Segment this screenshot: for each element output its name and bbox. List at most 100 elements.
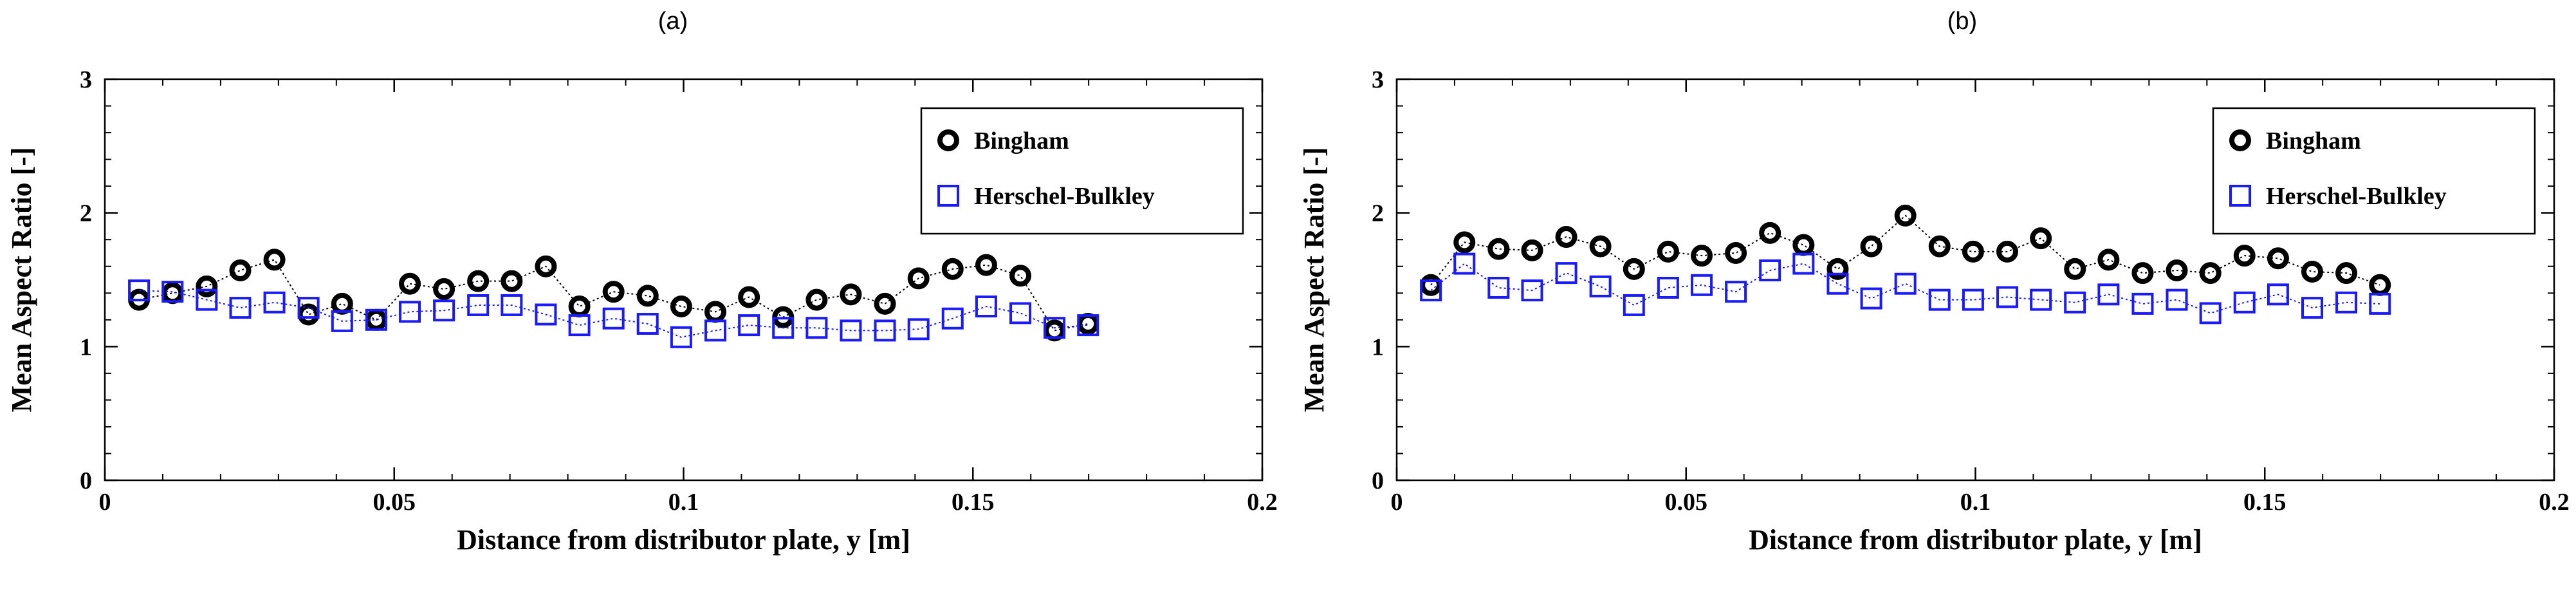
- data-point: [1894, 204, 1917, 227]
- data-point: [1759, 221, 1781, 244]
- data-point: [602, 307, 625, 330]
- data-point: [840, 283, 862, 306]
- data-point: [670, 326, 692, 348]
- data-point: [941, 258, 964, 280]
- data-point: [1725, 281, 1747, 303]
- data-point: [1792, 234, 1815, 256]
- legend-box: [2212, 107, 2536, 235]
- data-point: [297, 303, 320, 326]
- data-point: [1420, 274, 1442, 296]
- data-point: [1759, 259, 1781, 281]
- data-point: [874, 292, 896, 315]
- series-herschel-bulkley: [1420, 252, 2391, 324]
- data-point: [501, 294, 523, 316]
- data-point: [1962, 288, 1984, 311]
- y-tick-label: 3: [1372, 66, 1384, 93]
- data-point: [399, 301, 421, 323]
- x-tick-label: 0: [1391, 489, 1403, 516]
- data-point: [196, 275, 218, 297]
- data-point: [365, 308, 387, 331]
- data-point: [331, 292, 353, 315]
- data-point: [1657, 276, 1679, 299]
- data-point: [1860, 287, 1882, 310]
- data-point: [263, 249, 286, 271]
- legend: Bingham Herschel-Bulkley: [2212, 107, 2536, 235]
- data-point: [2369, 292, 2391, 315]
- data-point: [1860, 235, 1882, 258]
- data-point: [196, 288, 218, 311]
- data-point: [1826, 258, 1849, 280]
- data-point: [297, 297, 320, 319]
- chart-panel: (a) 0 0.05 0.1 0.15 0.2 0 1 2 3 Distance from dist…: [6, 8, 1278, 556]
- y-tick-label: 2: [1372, 200, 1384, 227]
- data-point: [1826, 272, 1849, 295]
- data-point: [433, 278, 455, 301]
- data-point: [568, 314, 591, 337]
- x-tick-label: 0.2: [1247, 489, 1278, 516]
- data-point: [263, 291, 286, 314]
- data-point: [874, 319, 896, 342]
- legend: Bingham Herschel-Bulkley: [920, 107, 1244, 235]
- data-point: [161, 281, 184, 303]
- y-tick-label: 3: [80, 66, 92, 93]
- legend-label: Herschel-Bulkley: [2266, 183, 2447, 210]
- panel-label: (a): [658, 8, 688, 35]
- x-axis-label: Distance from distributor plate, y [m]: [457, 524, 910, 556]
- data-point: [2131, 262, 2154, 285]
- x-tick-label: 0.05: [1665, 489, 1708, 516]
- x-tick-label: 0: [99, 489, 111, 516]
- legend-box: [920, 107, 1244, 235]
- data-point: [331, 310, 353, 332]
- data-point: [501, 270, 523, 292]
- series-line: [139, 290, 1089, 338]
- data-point: [2233, 291, 2256, 314]
- data-point: [433, 299, 455, 322]
- data-point: [1487, 276, 1510, 299]
- data-point: [636, 313, 659, 335]
- data-point: [2030, 288, 2052, 311]
- data-point: [1623, 258, 1645, 280]
- series-line: [1430, 263, 2380, 314]
- data-point: [840, 319, 862, 342]
- data-point: [1962, 240, 1984, 263]
- data-point: [229, 297, 252, 319]
- data-point: [941, 307, 964, 330]
- y-tick-label: 2: [80, 200, 92, 227]
- data-point: [1009, 302, 1032, 324]
- legend-label: Bingham: [2266, 127, 2361, 155]
- data-point: [2335, 291, 2358, 314]
- x-tick-label: 0.1: [668, 489, 699, 516]
- y-tick-label: 1: [1372, 333, 1384, 361]
- data-point: [2030, 227, 2052, 250]
- data-point: [670, 296, 692, 318]
- data-point: [2131, 292, 2154, 315]
- data-point: [467, 270, 490, 292]
- data-point: [1996, 286, 2018, 308]
- data-point: [535, 255, 557, 277]
- data-point: [2267, 283, 2289, 306]
- data-point: [467, 294, 490, 316]
- data-point: [2267, 247, 2289, 270]
- data-point: [1521, 279, 1543, 302]
- data-point: [975, 296, 997, 318]
- data-point: [1044, 317, 1066, 339]
- x-tick-label: 0.15: [2243, 489, 2286, 516]
- data-point: [399, 272, 421, 295]
- data-point: [1894, 272, 1917, 295]
- data-point: [738, 286, 760, 308]
- legend-marker: [937, 185, 959, 207]
- legend-marker: [937, 129, 959, 151]
- data-point: [2301, 261, 2324, 283]
- data-point: [2335, 262, 2358, 285]
- data-point: [975, 254, 997, 276]
- data-point: [1487, 238, 1510, 260]
- data-point: [1589, 235, 1612, 258]
- data-point: [1928, 288, 1951, 311]
- series-herschel-bulkley: [128, 279, 1099, 348]
- data-point: [229, 259, 252, 281]
- data-point: [2064, 291, 2086, 314]
- data-point: [907, 267, 930, 290]
- x-tick-label: 0.1: [1960, 489, 1991, 516]
